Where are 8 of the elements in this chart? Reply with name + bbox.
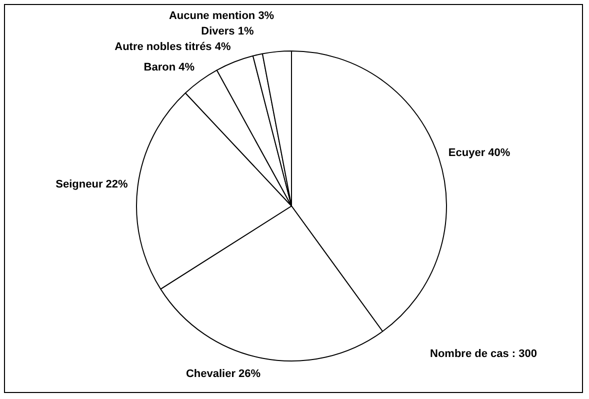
slice-label: Divers 1% [201,25,254,38]
slice-label: Seigneur 22% [56,178,128,191]
slice-label: Chevalier 26% [186,368,261,380]
slice-label: Autre nobles titrés 4% [114,41,231,54]
slice-label: Ecuyer 40% [448,147,510,160]
text: Nombre de cas : 300 [430,348,537,360]
slice-label: Baron 4% [144,62,195,74]
slice-label: Aucune mention 3% [168,10,274,22]
